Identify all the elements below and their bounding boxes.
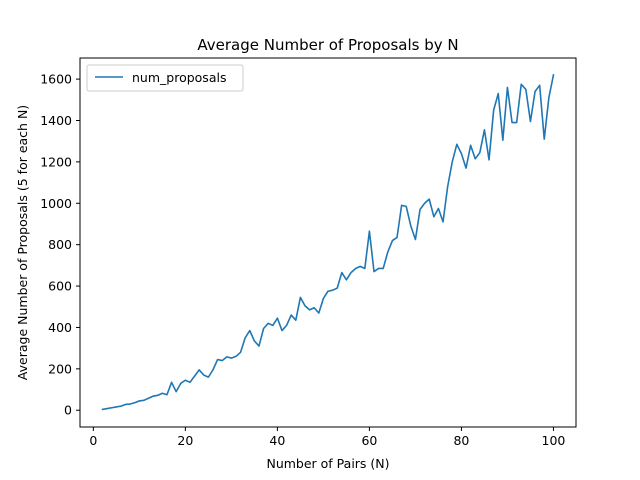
x-tick-label: 100	[542, 433, 566, 448]
y-axis-ticks: 0 200 400 600 800 1000 1200 1400 1600	[40, 72, 80, 418]
y-tick-label: 800	[48, 237, 72, 252]
x-tick-label: 40	[269, 433, 285, 448]
y-tick-label: 1600	[40, 72, 72, 87]
x-tick-label: 60	[361, 433, 377, 448]
x-tick-label: 20	[177, 433, 193, 448]
y-tick-label: 200	[48, 361, 72, 376]
y-tick-label: 1200	[40, 154, 72, 169]
y-tick-label: 1000	[40, 196, 72, 211]
legend-box	[86, 64, 244, 92]
plot-frame	[79, 57, 577, 428]
x-axis-label: Number of Pairs (N)	[266, 456, 389, 471]
legend-entry-num-proposals: num_proposals	[132, 70, 226, 85]
y-tick-label: 600	[48, 279, 72, 294]
y-tick-label: 0	[64, 403, 72, 418]
x-axis-ticks: 0 20 40 60 80 100	[89, 427, 565, 448]
legend: num_proposals	[86, 64, 244, 92]
y-tick-label: 400	[48, 320, 72, 335]
x-tick-label: 0	[89, 433, 97, 448]
series-line-num-proposals	[101, 74, 555, 411]
y-axis-label: Average Number of Proposals (5 for each …	[15, 105, 30, 380]
chart-title: Average Number of Proposals by N	[197, 36, 458, 54]
y-tick-label: 1400	[40, 113, 72, 128]
x-tick-label: 80	[453, 433, 469, 448]
